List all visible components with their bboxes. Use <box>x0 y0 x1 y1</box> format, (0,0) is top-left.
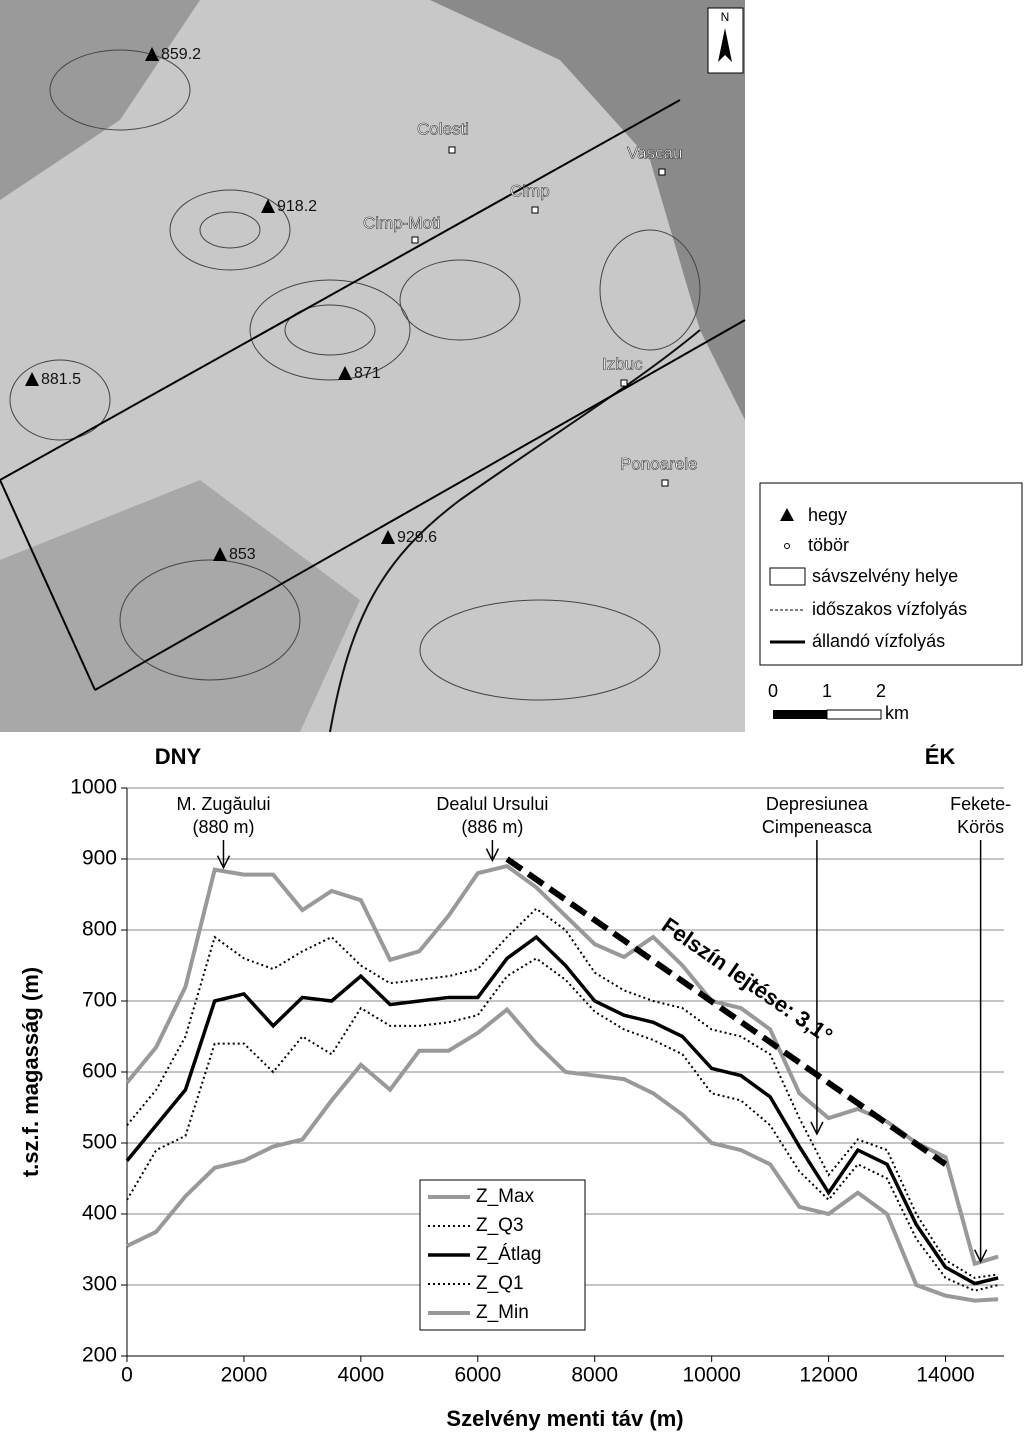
place-marker <box>661 479 669 487</box>
legend-label: Z_Q1 <box>476 1273 524 1294</box>
y-tick-label: 700 <box>82 989 117 1012</box>
place-label: Cimp <box>510 181 550 200</box>
peak-marker <box>261 199 275 213</box>
map-shade <box>430 0 745 420</box>
x-tick-label: 2000 <box>221 1364 268 1387</box>
scale-bar <box>826 709 882 720</box>
north-arrow <box>718 28 732 62</box>
y-tick-label: 400 <box>82 1202 117 1225</box>
x-tick-label: 12000 <box>799 1364 857 1387</box>
place-marker <box>620 379 628 387</box>
legend-label: Z_Min <box>476 1302 529 1323</box>
y-tick-label: 300 <box>82 1273 117 1296</box>
place-label: Cimp-Moti <box>363 213 440 232</box>
map-legend-label: időszakos vízfolyás <box>812 599 967 619</box>
scale-label: 0 <box>768 681 778 701</box>
peak-marker <box>213 547 227 561</box>
trend-line <box>505 856 948 1167</box>
map-legend-label: töbör <box>808 535 849 555</box>
map-shade <box>0 480 360 732</box>
y-tick-label: 600 <box>82 1060 117 1083</box>
y-tick-label: 1000 <box>70 776 117 799</box>
peak-label: 853 <box>229 546 256 563</box>
right-direction: ÉK <box>925 744 956 769</box>
scale-bar <box>773 710 827 719</box>
legend-label: Z_Q3 <box>476 1215 524 1236</box>
annotation-text: Dealul Ursului <box>436 794 548 814</box>
peak-marker <box>338 366 352 380</box>
legend-symbol <box>780 508 794 521</box>
peak-marker <box>381 530 395 544</box>
annotation-arrowhead <box>973 1249 988 1264</box>
peak-label: 918.2 <box>277 198 317 215</box>
annotation-text: M. Zugăului <box>176 794 270 814</box>
legend-label: Z_Max <box>476 1186 535 1207</box>
contours <box>9 49 701 701</box>
place-marker <box>531 206 539 214</box>
annotation-text: (880 m) <box>192 817 254 837</box>
x-tick-label: 10000 <box>682 1364 740 1387</box>
peak-label: 929.6 <box>397 529 437 546</box>
annotation-text: Körös <box>957 817 1004 837</box>
map-legend-label: hegy <box>808 505 847 525</box>
annotation-text: (886 m) <box>461 817 523 837</box>
place-marker <box>658 168 666 176</box>
x-axis-title: Szelvény menti táv (m) <box>446 1406 683 1431</box>
annotation-text: Cimpeneasca <box>762 817 873 837</box>
series-line <box>126 907 999 1279</box>
annotation-arrowhead <box>810 1121 824 1136</box>
place-label: Colesti <box>417 119 469 138</box>
strip-outline <box>0 99 746 691</box>
x-tick-label: 0 <box>121 1364 133 1387</box>
place-marker <box>448 146 456 154</box>
place-marker <box>411 236 419 244</box>
river <box>329 329 701 733</box>
peak-label: 859.2 <box>161 46 201 63</box>
place-label: Ponoarele <box>620 454 698 473</box>
scale-label: 2 <box>876 681 886 701</box>
place-label: Izbuc <box>602 354 643 373</box>
annotation-arrowhead <box>485 848 500 863</box>
legend-symbol <box>784 543 790 549</box>
x-tick-label: 4000 <box>338 1364 385 1387</box>
legend-label: Z_Átlag <box>476 1244 541 1265</box>
scale-unit: km <box>885 703 909 723</box>
series-line <box>126 957 999 1292</box>
y-tick-label: 800 <box>82 918 117 941</box>
series-line <box>126 1006 999 1303</box>
y-tick-label: 500 <box>82 1131 117 1154</box>
annotation-text: Depresiunea <box>766 794 869 814</box>
left-direction: DNY <box>155 744 202 769</box>
x-tick-label: 14000 <box>916 1364 974 1387</box>
peak-label: 881.5 <box>41 371 81 388</box>
map-legend-label: sávszelvény helye <box>812 566 958 586</box>
scale-label: 1 <box>822 681 832 701</box>
y-tick-label: 900 <box>82 847 117 870</box>
place-label: Vascau <box>627 143 682 162</box>
north-label: N <box>721 10 730 24</box>
map: N <box>0 0 1023 733</box>
map-shade <box>0 0 200 200</box>
peak-marker <box>25 372 39 386</box>
peak-marker <box>145 47 159 61</box>
y-axis-title: t.sz.f. magasság (m) <box>18 967 43 1177</box>
annotation-text: Fekete- <box>950 794 1011 814</box>
peak-label: 871 <box>354 365 381 382</box>
series-line <box>125 934 999 1286</box>
annotation-arrowhead <box>216 855 231 870</box>
x-tick-label: 6000 <box>454 1364 501 1387</box>
legend-symbol <box>769 567 806 586</box>
y-tick-label: 200 <box>82 1344 117 1367</box>
x-tick-label: 8000 <box>571 1364 618 1387</box>
map-legend-label: állandó vízfolyás <box>812 631 945 651</box>
series-line <box>125 863 999 1267</box>
